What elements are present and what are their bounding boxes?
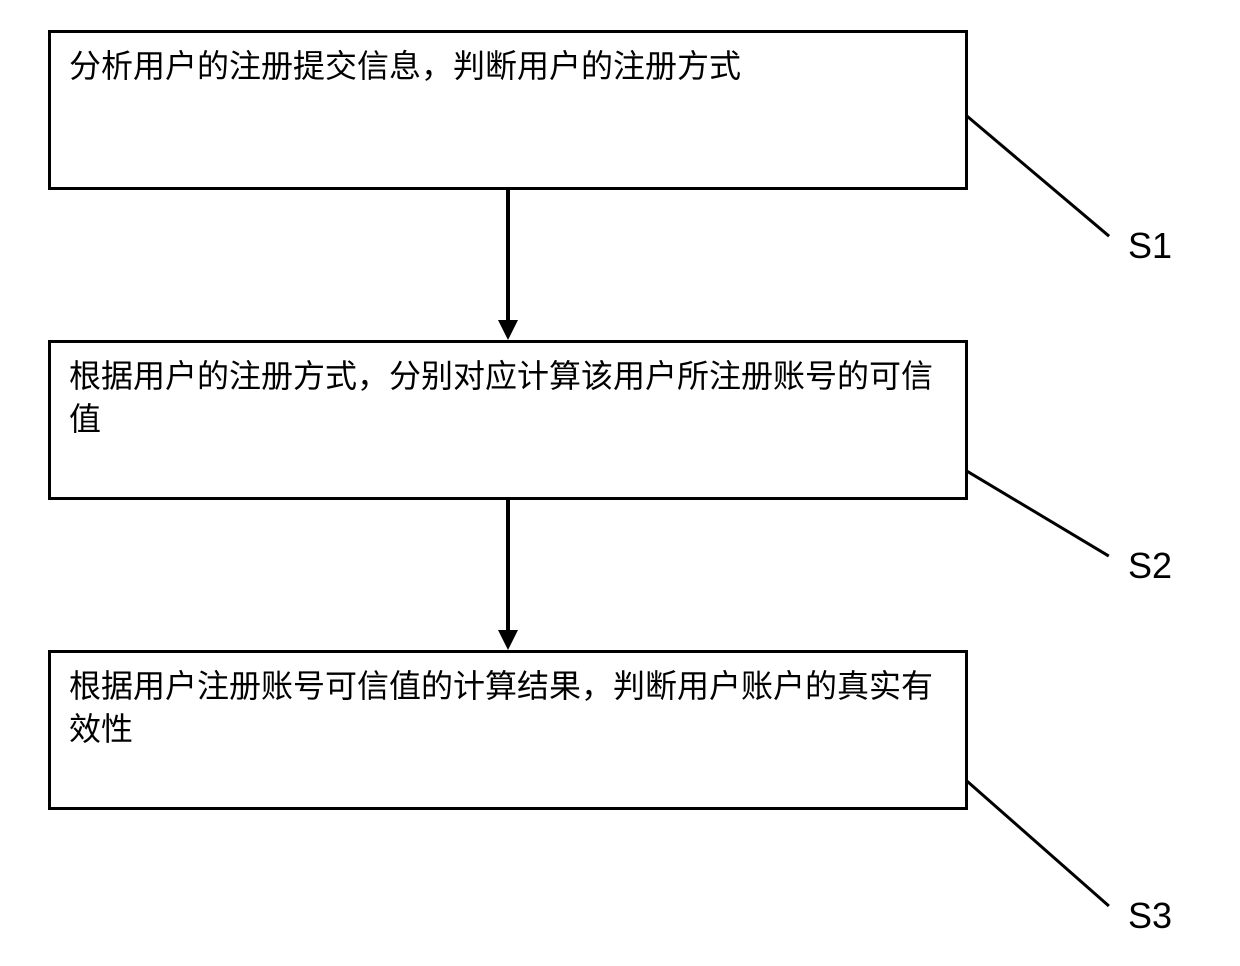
leader-line-s2 — [966, 470, 1110, 558]
flow-node-s3-text: 根据用户注册账号可信值的计算结果，判断用户账户的真实有效性 — [69, 665, 947, 751]
flow-node-s2: 根据用户的注册方式，分别对应计算该用户所注册账号的可信值 — [48, 340, 968, 500]
step-label-s3: S3 — [1128, 895, 1172, 937]
flow-node-s3: 根据用户注册账号可信值的计算结果，判断用户账户的真实有效性 — [48, 650, 968, 810]
flow-arrow-s2-s3 — [506, 500, 510, 630]
flow-node-s1: 分析用户的注册提交信息，判断用户的注册方式 — [48, 30, 968, 190]
flowchart-canvas: 分析用户的注册提交信息，判断用户的注册方式 根据用户的注册方式，分别对应计算该用… — [0, 0, 1240, 966]
leader-line-s3 — [966, 780, 1110, 907]
flow-arrowhead-s2-s3 — [498, 630, 518, 650]
flow-arrowhead-s1-s2 — [498, 320, 518, 340]
flow-arrow-s1-s2 — [506, 190, 510, 320]
flow-node-s1-text: 分析用户的注册提交信息，判断用户的注册方式 — [69, 45, 741, 88]
step-label-s2: S2 — [1128, 545, 1172, 587]
flow-node-s2-text: 根据用户的注册方式，分别对应计算该用户所注册账号的可信值 — [69, 355, 947, 441]
leader-line-s1 — [966, 115, 1110, 237]
step-label-s1: S1 — [1128, 225, 1172, 267]
